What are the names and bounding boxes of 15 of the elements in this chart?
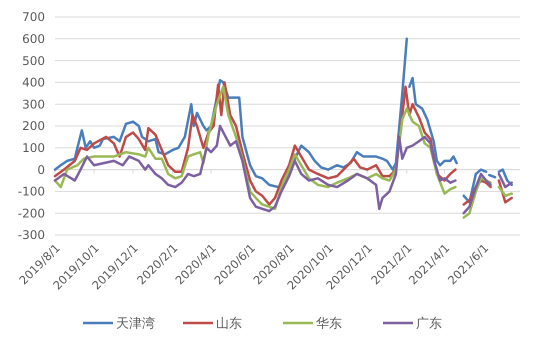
legend-label: 山东 bbox=[216, 316, 242, 332]
y-tick-label: 400 bbox=[22, 76, 45, 90]
y-tick-label: 0 bbox=[37, 162, 45, 177]
legend-label: 广东 bbox=[416, 316, 442, 332]
y-tick-label: -100 bbox=[18, 184, 45, 199]
y-tick-label: 500 bbox=[22, 54, 45, 68]
y-tick-label: -300 bbox=[18, 228, 45, 242]
y-tick-label: 200 bbox=[22, 119, 45, 134]
legend-label: 天津湾 bbox=[116, 316, 155, 332]
legend-label: 华东 bbox=[316, 316, 342, 332]
y-tick-label: -200 bbox=[18, 206, 45, 220]
y-tick-label: 600 bbox=[22, 32, 45, 46]
y-tick-label: 100 bbox=[22, 141, 45, 155]
y-tick-label: 700 bbox=[22, 10, 45, 24]
y-tick-label: 300 bbox=[22, 97, 45, 112]
